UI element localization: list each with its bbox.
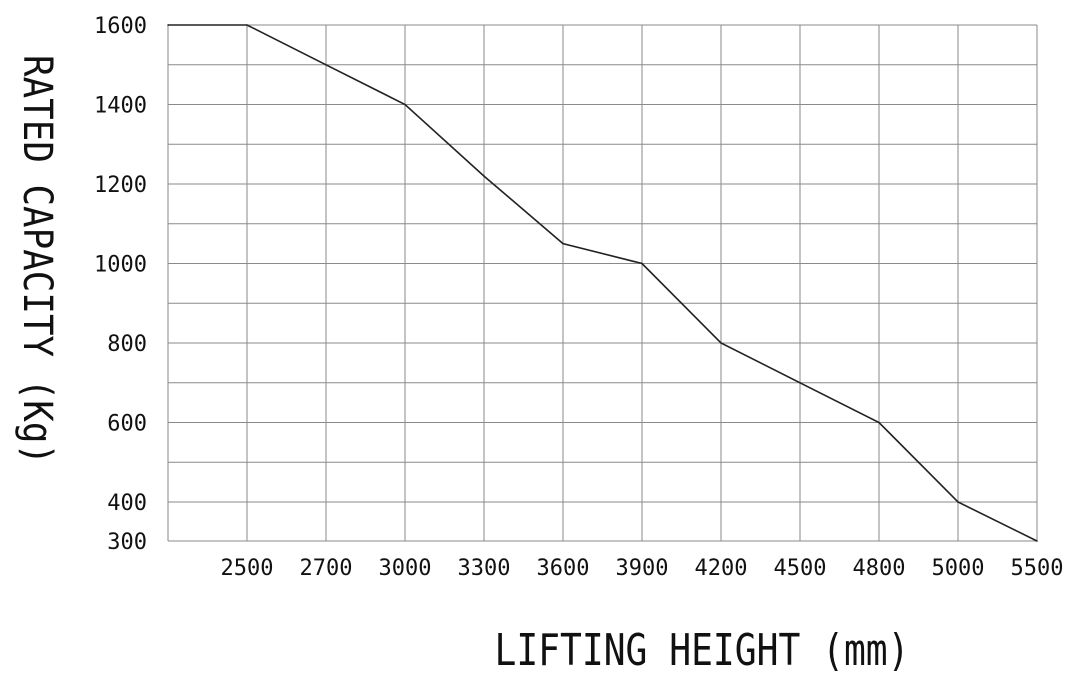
x-tick-label: 3300 bbox=[458, 556, 511, 581]
data-point bbox=[325, 63, 327, 66]
series-layer bbox=[167, 24, 1038, 542]
data-point bbox=[957, 501, 959, 503]
x-tick-label: 4800 bbox=[853, 556, 906, 581]
data-point bbox=[799, 381, 801, 384]
y-tick-label: 600 bbox=[107, 412, 147, 437]
grid bbox=[167, 24, 1038, 542]
y-tick-label: 300 bbox=[107, 530, 147, 555]
y-tick-label: 1600 bbox=[94, 14, 147, 39]
capacity-series-line bbox=[168, 24, 1038, 542]
data-point bbox=[1036, 540, 1038, 542]
data-point bbox=[167, 24, 169, 26]
y-axis-title: RATED CAPACITY (Kg) bbox=[14, 55, 60, 465]
x-tick-label: 4200 bbox=[695, 556, 748, 581]
data-point bbox=[720, 342, 722, 344]
data-point bbox=[483, 175, 485, 177]
x-tick-label: 3600 bbox=[537, 556, 590, 581]
data-point bbox=[404, 103, 406, 106]
x-tick-label: 5500 bbox=[1011, 556, 1064, 581]
x-tick-label: 2500 bbox=[221, 556, 274, 581]
y-tick-label: 400 bbox=[107, 491, 147, 516]
x-tick-label: 2700 bbox=[300, 556, 353, 581]
data-point bbox=[246, 24, 248, 26]
x-tick-label: 5000 bbox=[932, 556, 985, 581]
y-tick-label: 1000 bbox=[94, 253, 147, 278]
y-tick-label: 1200 bbox=[94, 173, 147, 198]
data-point bbox=[562, 242, 564, 245]
y-tick-label: 1400 bbox=[94, 94, 147, 119]
x-tick-label: 4500 bbox=[774, 556, 827, 581]
x-tick-label: 3900 bbox=[616, 556, 669, 581]
y-tick-label: 800 bbox=[107, 332, 147, 357]
x-tick-labels: 2500 2700 3000 3300 3600 3900 4200 4500 4800 5000… bbox=[221, 556, 1064, 581]
data-point bbox=[878, 421, 880, 424]
y-tick-labels: 300 400 600 800 1000 1200 1400 1600 bbox=[94, 14, 147, 555]
data-point bbox=[641, 262, 643, 265]
x-axis-title: LIFTING HEIGHT (mm) bbox=[495, 625, 910, 675]
x-tick-label: 3000 bbox=[379, 556, 432, 581]
